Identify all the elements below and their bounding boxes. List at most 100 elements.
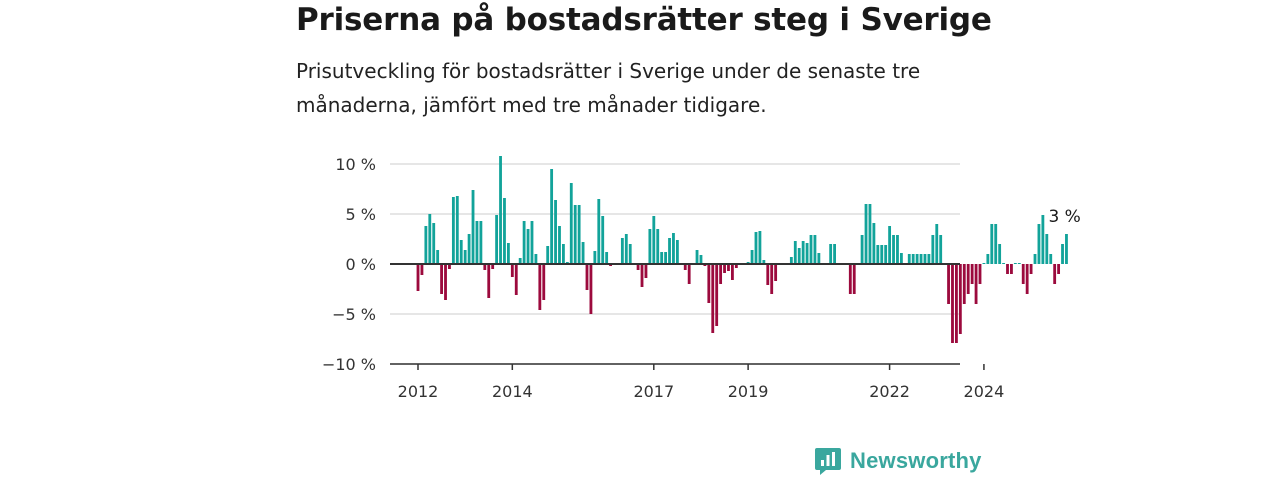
bar: [432, 223, 436, 264]
y-tick-label: −5 %: [332, 305, 376, 324]
bar: [530, 221, 534, 264]
bar: [554, 200, 557, 264]
bar: [624, 234, 628, 264]
bar: [538, 264, 542, 310]
bar: [766, 264, 770, 285]
bar: [707, 264, 711, 303]
bar: [640, 264, 644, 287]
bar: [620, 238, 624, 264]
bar: [813, 235, 817, 264]
last-value-label: 3 %: [1048, 207, 1080, 227]
bar: [915, 254, 919, 264]
bar: [514, 264, 518, 295]
bar: [990, 224, 994, 264]
bar: [711, 264, 715, 333]
bar: [978, 264, 982, 284]
bar: [546, 246, 550, 264]
bar: [860, 235, 864, 264]
bar: [758, 231, 762, 264]
bar: [947, 264, 950, 304]
bar: [923, 254, 927, 264]
bar: [471, 190, 475, 264]
bar: [1010, 264, 1013, 274]
chart-title: Priserna på bostadsrätter steg i Sverige: [296, 2, 992, 38]
bar: [542, 264, 546, 300]
bar: [730, 264, 734, 280]
bar: [1002, 263, 1005, 264]
bar: [444, 264, 447, 300]
y-tick-label: 10 %: [335, 155, 376, 174]
x-tick-label: 2022: [869, 382, 910, 401]
bar: [817, 253, 821, 264]
bar: [503, 198, 506, 264]
y-axis-labels: 10 % 5 % 0 % −5 % −10 %: [322, 155, 376, 374]
bar: [774, 264, 778, 281]
bar: [1029, 264, 1033, 274]
bar: [872, 223, 876, 264]
bar: [569, 183, 573, 264]
bar: [750, 250, 754, 264]
bar: [998, 244, 1002, 264]
bar: [1053, 264, 1057, 284]
bar: [770, 264, 774, 294]
bar: [1021, 264, 1025, 284]
bar: [550, 169, 554, 264]
bar: [951, 264, 954, 343]
bar: [440, 264, 443, 294]
bar: [695, 250, 699, 264]
bar: [668, 238, 671, 264]
bar: [420, 264, 424, 275]
bar: [864, 204, 868, 264]
bar: [982, 263, 986, 264]
bar: [522, 221, 526, 264]
bar: [754, 232, 758, 264]
bar: [628, 244, 632, 264]
bar: [467, 234, 471, 264]
bar: [1025, 264, 1029, 294]
brand-logo[interactable]: Newsworthy: [814, 446, 982, 476]
bar: [931, 235, 935, 264]
bar: [463, 250, 467, 264]
bar: [577, 205, 581, 264]
chart-subtitle: Prisutveckling för bostadsrätter i Sveri…: [296, 59, 921, 117]
bar: [660, 252, 664, 264]
bar: [585, 264, 589, 290]
bar: [919, 254, 923, 264]
bar: [664, 252, 668, 264]
bar: [1017, 263, 1021, 264]
bars: [416, 156, 1068, 343]
bar: [715, 264, 719, 326]
bar: [935, 224, 939, 264]
bar: [727, 264, 730, 271]
bar: [1041, 215, 1045, 264]
annotations: 3 %: [1048, 207, 1080, 227]
y-tick-label: 0 %: [346, 255, 376, 274]
bar: [436, 250, 440, 264]
bar: [597, 199, 601, 264]
bar: [939, 235, 943, 264]
bar: [896, 235, 899, 264]
bar: [510, 264, 514, 277]
bar: [1033, 254, 1037, 264]
bar: [719, 264, 723, 284]
price-change-bar-chart: 10 % 5 % 0 % −5 % −10 % 2012 2014 2017 2019 2022…: [322, 155, 1081, 401]
x-axis-labels: 2012 2014 2017 2019 2022 2024: [398, 382, 1005, 401]
bar: [605, 252, 609, 264]
bar: [723, 264, 726, 273]
bar: [907, 254, 911, 264]
bar: [1057, 264, 1061, 274]
x-tick-label: 2014: [492, 382, 533, 401]
bar: [1006, 264, 1009, 274]
bar: [801, 241, 805, 264]
bar: [687, 264, 691, 284]
bar: [424, 226, 428, 264]
bar: [526, 229, 530, 264]
bar: [762, 260, 766, 264]
bar: [518, 258, 522, 264]
bar: [636, 264, 640, 270]
bar: [581, 242, 585, 264]
bar: [958, 264, 962, 334]
bar: [1013, 263, 1017, 264]
bar: [683, 264, 687, 270]
bar: [573, 205, 577, 264]
